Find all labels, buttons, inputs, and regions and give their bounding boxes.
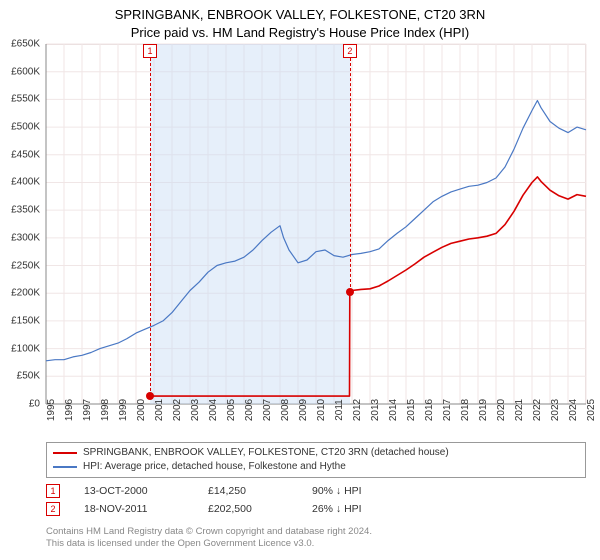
y-tick-label: £600K [0, 66, 40, 77]
x-tick-label: 2012 [352, 399, 363, 421]
x-tick-label: 2004 [208, 399, 219, 421]
x-tick-label: 1997 [82, 399, 93, 421]
y-tick-label: £0 [0, 399, 40, 410]
y-tick-label: £150K [0, 315, 40, 326]
x-tick-label: 2024 [568, 399, 579, 421]
legend-row-hpi: HPI: Average price, detached house, Folk… [53, 460, 579, 474]
series-svg [46, 44, 586, 404]
disclaimer-line2: This data is licensed under the Open Gov… [46, 538, 586, 550]
y-tick-label: £250K [0, 260, 40, 271]
x-tick-label: 2001 [154, 399, 165, 421]
x-tick-label: 2023 [550, 399, 561, 421]
y-tick-label: £450K [0, 149, 40, 160]
disclaimer-line1: Contains HM Land Registry data © Crown c… [46, 526, 586, 538]
legend-label-hpi: HPI: Average price, detached house, Folk… [83, 460, 346, 474]
x-tick-label: 2006 [244, 399, 255, 421]
y-tick-label: £300K [0, 232, 40, 243]
legend-row-property: SPRINGBANK, ENBROOK VALLEY, FOLKESTONE, … [53, 446, 579, 460]
legend-swatch-hpi [53, 466, 77, 468]
chart-container: SPRINGBANK, ENBROOK VALLEY, FOLKESTONE, … [0, 0, 600, 560]
sale-dot-2 [346, 288, 354, 296]
x-tick-label: 2008 [280, 399, 291, 421]
y-tick-label: £650K [0, 39, 40, 50]
property-line [150, 177, 586, 396]
legend: SPRINGBANK, ENBROOK VALLEY, FOLKESTONE, … [46, 442, 586, 478]
title-block: SPRINGBANK, ENBROOK VALLEY, FOLKESTONE, … [0, 0, 600, 41]
sale-row-2: 2 18-NOV-2011 £202,500 26% ↓ HPI [46, 502, 586, 516]
x-tick-label: 2010 [316, 399, 327, 421]
sale-date-2: 18-NOV-2011 [84, 503, 184, 515]
y-tick-label: £400K [0, 177, 40, 188]
x-tick-label: 2016 [424, 399, 435, 421]
legend-swatch-property [53, 452, 77, 454]
sales-table: 1 13-OCT-2000 £14,250 90% ↓ HPI 2 18-NOV… [46, 484, 586, 520]
x-tick-label: 2022 [532, 399, 543, 421]
sale-row-1: 1 13-OCT-2000 £14,250 90% ↓ HPI [46, 484, 586, 498]
y-tick-label: £100K [0, 343, 40, 354]
x-tick-label: 2021 [514, 399, 525, 421]
sale-marker-2: 2 [46, 502, 60, 516]
x-tick-label: 2017 [442, 399, 453, 421]
x-tick-label: 1995 [46, 399, 57, 421]
x-tick-label: 1998 [100, 399, 111, 421]
x-tick-label: 2019 [478, 399, 489, 421]
x-tick-label: 2007 [262, 399, 273, 421]
legend-label-property: SPRINGBANK, ENBROOK VALLEY, FOLKESTONE, … [83, 446, 449, 460]
plot-area: £0£50K£100K£150K£200K£250K£300K£350K£400… [46, 44, 586, 404]
title-address: SPRINGBANK, ENBROOK VALLEY, FOLKESTONE, … [0, 6, 600, 24]
x-tick-label: 2005 [226, 399, 237, 421]
sale-pct-1: 90% ↓ HPI [312, 485, 392, 497]
x-tick-label: 2014 [388, 399, 399, 421]
disclaimer: Contains HM Land Registry data © Crown c… [46, 526, 586, 551]
x-tick-label: 2003 [190, 399, 201, 421]
x-tick-label: 2025 [586, 399, 597, 421]
title-subtitle: Price paid vs. HM Land Registry's House … [0, 24, 600, 42]
x-tick-label: 2020 [496, 399, 507, 421]
sale-pct-2: 26% ↓ HPI [312, 503, 392, 515]
x-tick-label: 2011 [334, 399, 345, 421]
x-tick-label: 2015 [406, 399, 417, 421]
x-tick-label: 2018 [460, 399, 471, 421]
x-tick-label: 2013 [370, 399, 381, 421]
x-tick-label: 1999 [118, 399, 129, 421]
y-tick-label: £350K [0, 205, 40, 216]
hpi-line [46, 101, 586, 361]
x-tick-label: 2002 [172, 399, 183, 421]
sale-price-1: £14,250 [208, 485, 288, 497]
y-tick-label: £550K [0, 94, 40, 105]
marker-box-2: 2 [343, 44, 357, 58]
x-tick-label: 1996 [64, 399, 75, 421]
y-tick-label: £500K [0, 122, 40, 133]
sale-price-2: £202,500 [208, 503, 288, 515]
y-tick-label: £50K [0, 371, 40, 382]
sale-date-1: 13-OCT-2000 [84, 485, 184, 497]
marker-box-1: 1 [143, 44, 157, 58]
y-tick-label: £200K [0, 288, 40, 299]
sale-marker-1: 1 [46, 484, 60, 498]
x-tick-label: 2009 [298, 399, 309, 421]
x-tick-label: 2000 [136, 399, 147, 421]
sale-dot-1 [146, 392, 154, 400]
